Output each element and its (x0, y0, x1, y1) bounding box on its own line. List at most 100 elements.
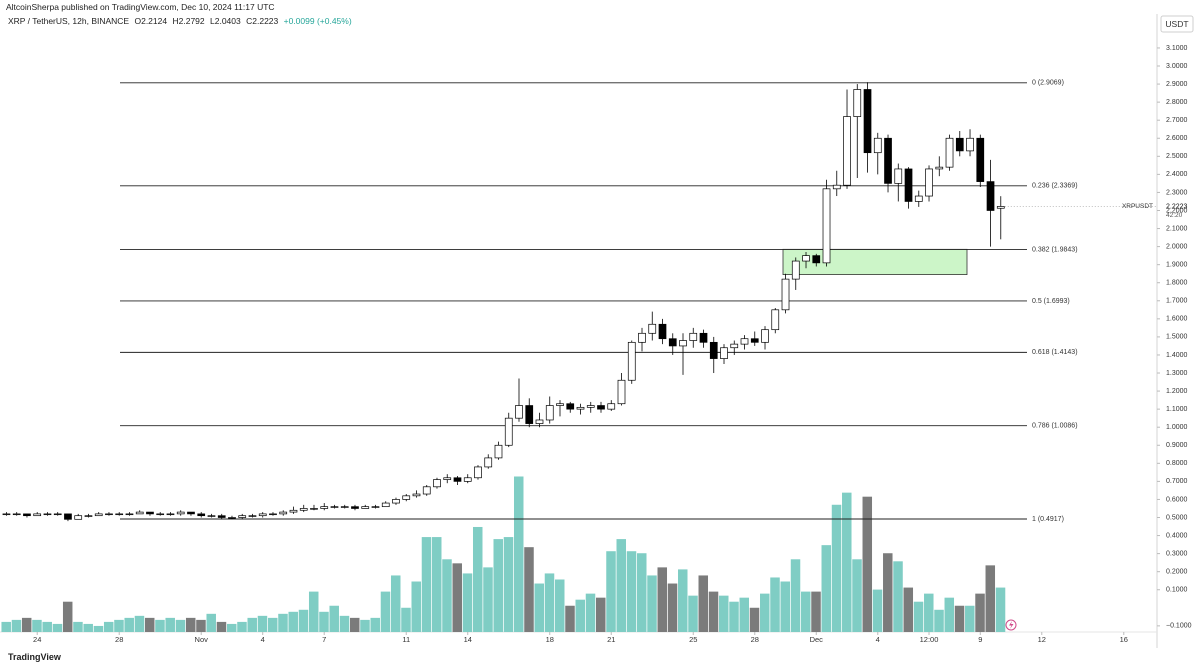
currency-box[interactable] (1160, 15, 1194, 33)
volume-bar (493, 539, 503, 632)
volume-bar (985, 565, 996, 632)
candle-body (945, 137, 954, 168)
currency-label[interactable]: USDT (1165, 19, 1188, 29)
y-tick-label: 1.9000 (1166, 262, 1188, 269)
volume-bar (83, 623, 93, 632)
candle-body (412, 493, 421, 497)
candle-body (545, 405, 554, 421)
candle-body (822, 188, 831, 264)
candle-body (771, 309, 780, 331)
x-tick-label: 4 (261, 635, 265, 644)
change-value: +0.0099 (+0.45%) (283, 16, 352, 26)
candle-body (976, 137, 985, 182)
candle-body (84, 515, 93, 517)
volume-bar (360, 619, 370, 632)
x-tick-label: 14 (464, 635, 472, 644)
volume-bar (954, 605, 965, 632)
symbol-title: XRP / TetherUS, 12h, BINANCE (8, 16, 130, 26)
candle-body (679, 340, 687, 347)
volume-bar (503, 537, 514, 632)
candle-body (853, 89, 862, 117)
candle-body (730, 343, 739, 349)
demand-zone (782, 248, 968, 276)
volume-bar (339, 615, 350, 632)
candle-body (433, 479, 441, 488)
volume-bar (975, 593, 985, 632)
fib-label: 0.618 (1.4143) (1032, 349, 1078, 356)
volume-bar (811, 591, 821, 632)
candle-body (484, 457, 493, 468)
candle-body (904, 168, 913, 202)
fib-label: 0.236 (2.3369) (1032, 183, 1078, 190)
volume-bar (267, 617, 278, 632)
y-tick-label: 0.4000 (1166, 532, 1188, 539)
candle-body (525, 405, 534, 424)
low-value: L2.0403 (210, 16, 241, 26)
candle-body (310, 508, 318, 510)
y-tick-label: 2.5000 (1166, 153, 1188, 160)
candle-body (966, 137, 974, 152)
symbol-legend: XRP / TetherUS, 12h, BINANCE O2.2124 H2.… (8, 16, 355, 26)
volume-bar (155, 619, 165, 632)
open-value: O2.2124 (134, 16, 168, 26)
volume-bar (554, 579, 565, 632)
volume-bar (390, 575, 401, 632)
volume-bar (62, 601, 73, 632)
volume-bar (196, 619, 206, 632)
volume-bar (678, 569, 688, 632)
volume-bar (370, 617, 380, 632)
volume-bar (698, 575, 709, 632)
volume-bar (688, 595, 698, 632)
volume-bar (11, 619, 22, 632)
volume-bar (124, 617, 134, 632)
volume-bar (780, 581, 791, 632)
volume-bar (42, 621, 52, 632)
x-tick-label: 7 (322, 635, 326, 644)
candle-body (43, 513, 52, 516)
volume-bar (575, 599, 585, 632)
volume-bar (21, 617, 32, 632)
candle-body (74, 515, 83, 520)
volume-bar (1, 621, 11, 632)
x-tick-label: 24 (33, 635, 41, 644)
x-tick-label: 28 (115, 635, 123, 644)
volume-bar (616, 539, 627, 632)
volume-bar (790, 559, 801, 632)
candle-body (238, 515, 247, 518)
volume-bar (329, 605, 339, 632)
fib-label: 0.786 (1.0086) (1032, 422, 1078, 429)
y-tick-label: 0.7000 (1166, 478, 1188, 485)
volume-bar (216, 621, 227, 632)
x-tick-label: 16 (1120, 635, 1128, 644)
volume-bar (513, 476, 524, 632)
candle-body (515, 405, 523, 419)
candle-body (269, 513, 277, 516)
volume-bar (483, 567, 493, 632)
close-value: C2.2223 (246, 16, 279, 26)
volume-bar (185, 617, 196, 632)
candle-body (863, 89, 872, 154)
candle-body (392, 499, 400, 504)
y-tick-label: 1.0000 (1166, 424, 1188, 431)
volume-bar (226, 623, 237, 632)
volume-bar (749, 607, 760, 632)
candle-body (156, 513, 165, 516)
volume-bar (729, 601, 739, 632)
volume-bar (544, 573, 555, 632)
volume-bar (103, 621, 114, 632)
y-tick-label: 1.5000 (1166, 334, 1188, 341)
brand-logo: TradingView (8, 652, 61, 662)
candle-body (320, 506, 329, 509)
volume-bar (257, 615, 268, 632)
volume-bar (944, 597, 955, 632)
candle-body (894, 168, 903, 184)
candle-body (832, 184, 841, 190)
candle-body (535, 419, 544, 424)
candle-body (371, 506, 380, 508)
candle-body (843, 116, 851, 186)
y-tick-label: 0.2000 (1166, 569, 1188, 576)
volume-bar (821, 545, 832, 632)
volume-bar (319, 611, 329, 632)
candle-body (925, 168, 933, 197)
